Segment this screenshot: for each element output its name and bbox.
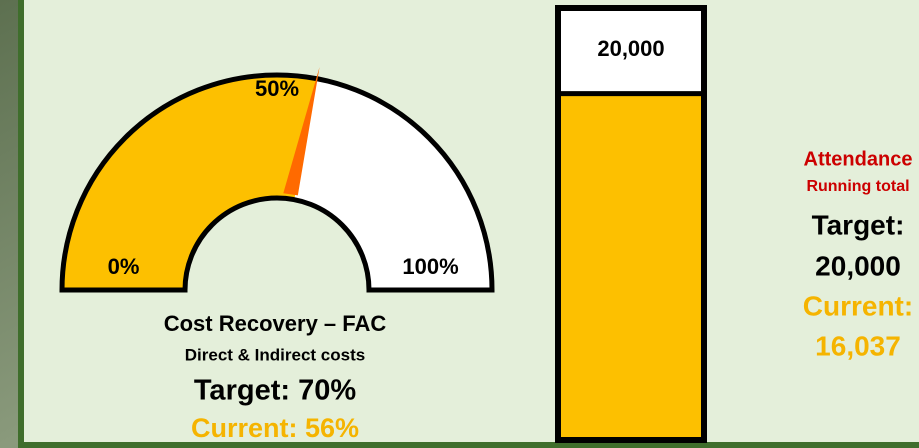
bar-current: Current: (803, 290, 913, 321)
bar-target: Target: (812, 209, 905, 240)
gauge-fill (62, 75, 318, 290)
gauge-tick-label: 100% (402, 254, 458, 279)
gauge-title: Cost Recovery – FAC (164, 311, 387, 336)
gauge-needle (283, 67, 320, 196)
bar-subtitle: Running total (806, 178, 909, 195)
gauge-current: Current: 56% (191, 413, 359, 443)
bar-title: Attendance (804, 148, 913, 170)
bar-target-value: 20,000 (815, 250, 901, 281)
bar-current-value: 16,037 (815, 330, 901, 361)
gauge-tick-label: 50% (255, 76, 299, 101)
gauge-outline (59, 72, 495, 293)
gauge-target: Target: 70% (194, 375, 356, 407)
bar-outline (555, 5, 707, 443)
bar-max-label: 20,000 (597, 36, 664, 61)
gauge-tick-label: 0% (108, 254, 140, 279)
gauge-subtitle: Direct & Indirect costs (185, 345, 365, 364)
bar-fill (558, 93, 704, 440)
